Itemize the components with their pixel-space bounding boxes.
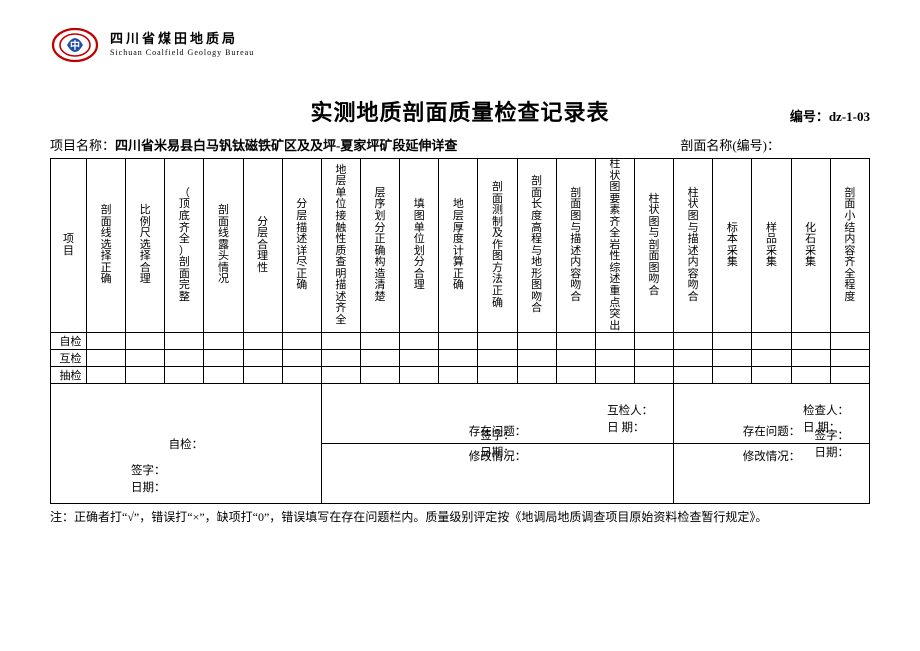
meta-row: 项目名称：四川省米易县白马钒钛磁铁矿区及及坪-夏家坪矿段延伸详查 剖面名称(编号… xyxy=(50,135,870,154)
svg-text:中: 中 xyxy=(70,39,80,52)
col-header: 剖面图与描述内容吻合 xyxy=(556,159,595,333)
col-header: 剖面线选择正确 xyxy=(87,159,126,333)
col-header: 剖面线露头情况 xyxy=(204,159,243,333)
row-mutual-check: 互检 xyxy=(51,350,870,367)
col-header: 剖面小结内容齐全程度 xyxy=(830,159,869,333)
title-row: 实测地质剖面质量检查记录表 编号：dz-1-03 xyxy=(50,95,870,127)
mutual-check-cell: 存在问题： 互检人： 日 期： 修改情况： 签字： 日期： xyxy=(321,384,673,504)
col-header: 柱状图与描述内容吻合 xyxy=(674,159,713,333)
self-check-cell: 自检： 签字： 日期： xyxy=(51,384,322,504)
row-label: 自检 xyxy=(51,333,87,350)
inspection-table: 项 目剖面线选择正确比例尺选择合理（顶底齐全）剖面完整剖面线露头情况分层合理性分… xyxy=(50,158,870,504)
bureau-logo-icon: 中 xyxy=(50,25,100,65)
row-label: 抽检 xyxy=(51,367,87,384)
letterhead: 中 四川省煤田地质局 Sichuan Coalfield Geology Bur… xyxy=(50,25,870,65)
project-name-field: 项目名称：四川省米易县白马钒钛磁铁矿区及及坪-夏家坪矿段延伸详查 xyxy=(50,135,457,154)
col-header: 剖面测制及作图方法正确 xyxy=(478,159,517,333)
col-header: 化石采集 xyxy=(791,159,830,333)
header-row: 项 目剖面线选择正确比例尺选择合理（顶底齐全）剖面完整剖面线露头情况分层合理性分… xyxy=(51,159,870,333)
col-header: 剖面长度高程与地形图吻合 xyxy=(517,159,556,333)
row-self-check: 自检 xyxy=(51,333,870,350)
mutual-signature: 签字： 日期： xyxy=(480,428,515,463)
col-header: 样品采集 xyxy=(752,159,791,333)
row-label: 互检 xyxy=(51,350,87,367)
col-header: 比例尺选择合理 xyxy=(126,159,165,333)
col-header: 柱状图与剖面图吻合 xyxy=(634,159,673,333)
col-header: 分层合理性 xyxy=(243,159,282,333)
org-name-block: 四川省煤田地质局 Sichuan Coalfield Geology Burea… xyxy=(110,31,254,58)
document-number: 编号：dz-1-03 xyxy=(790,106,870,125)
spot-check-cell: 存在问题： 检查人： 日 期： 修改情况： 签字： 日期： xyxy=(674,384,870,504)
col-header: 地层厚度计算正确 xyxy=(439,159,478,333)
self-check-signature: 签字： 日期： xyxy=(131,463,166,498)
page: 中 四川省煤田地质局 Sichuan Coalfield Geology Bur… xyxy=(0,0,920,651)
col-header: 层序划分正确构造清楚 xyxy=(360,159,399,333)
col-header: 地层单位接触性质查明描述齐全 xyxy=(321,159,360,333)
col-header: 标本采集 xyxy=(713,159,752,333)
spot-signature: 签字： 日期： xyxy=(815,428,850,463)
row-spot-check: 抽检 xyxy=(51,367,870,384)
footnote: 注：正确者打“√”，错误打“×”，缺项打“0”，错误填写在存在问题栏内。质量级别… xyxy=(50,508,870,525)
section-name-field: 剖面名称(编号)： xyxy=(680,135,870,154)
col-header: （顶底齐全）剖面完整 xyxy=(165,159,204,333)
mutual-inspector: 互检人： 日 期： xyxy=(607,403,653,438)
col-item-label: 项 目 xyxy=(51,159,87,333)
org-name-en: Sichuan Coalfield Geology Bureau xyxy=(110,48,254,58)
col-header: 分层描述详尽正确 xyxy=(282,159,321,333)
page-title: 实测地质剖面质量检查记录表 xyxy=(310,95,609,127)
org-name-cn: 四川省煤田地质局 xyxy=(110,31,254,48)
col-header: 柱状图要素齐全岩性综述重点突出 xyxy=(595,159,634,333)
signature-row: 自检： 签字： 日期： 存在问题： 互检人： 日 期： 修改情况： xyxy=(51,384,870,504)
col-header: 填图单位划分合理 xyxy=(400,159,439,333)
